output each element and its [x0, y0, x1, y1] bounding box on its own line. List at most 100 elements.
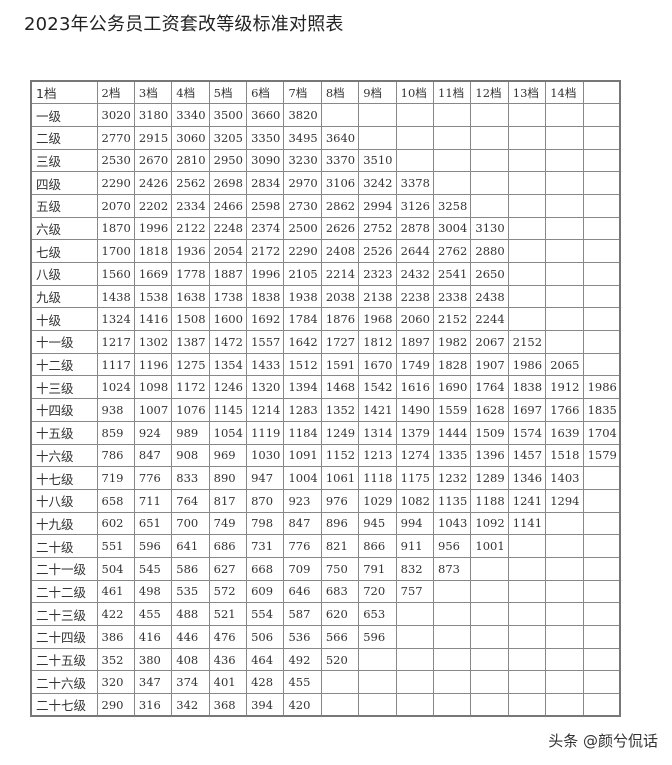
- grade-label: 十三级: [30, 375, 98, 400]
- salary-cell: [320, 693, 360, 717]
- salary-cell: [582, 125, 621, 150]
- salary-cell: [507, 602, 547, 626]
- salary-cell: 1616: [395, 375, 435, 400]
- salary-cell: 566: [320, 625, 360, 649]
- table-row: 一级 3020 3180 3340 3500 3660 3820: [30, 103, 621, 127]
- salary-cell: [545, 693, 584, 717]
- salary-cell: 2950: [208, 148, 248, 173]
- salary-cell: 3370: [320, 148, 360, 173]
- grade-label: 十五级: [30, 420, 98, 445]
- salary-cell: 2432: [395, 262, 435, 286]
- grade-label: 十四级: [30, 398, 98, 422]
- salary-cell: 911: [395, 534, 435, 558]
- salary-cell: 1838: [507, 375, 547, 400]
- salary-cell: [433, 579, 472, 604]
- salary-cell: 798: [246, 511, 285, 536]
- salary-cell: [545, 511, 584, 536]
- salary-cell: [358, 125, 397, 150]
- salary-cell: 320: [96, 670, 135, 695]
- salary-cell: 1082: [395, 488, 435, 513]
- salary-cell: 1670: [358, 352, 397, 377]
- salary-cell: 791: [358, 556, 397, 581]
- salary-cell: [545, 534, 584, 558]
- column-header: 7档: [283, 80, 322, 105]
- salary-cell: 1628: [470, 398, 509, 422]
- salary-cell: 1135: [433, 488, 472, 513]
- salary-cell: 847: [283, 511, 322, 536]
- salary-cell: 408: [171, 647, 210, 672]
- salary-cell: 492: [283, 647, 322, 672]
- salary-cell: [545, 307, 584, 332]
- column-header: 13档: [507, 80, 547, 105]
- salary-cell: 2323: [358, 262, 397, 286]
- salary-cell: [507, 534, 547, 558]
- salary-cell: 554: [246, 602, 285, 626]
- grade-label: 十级: [30, 307, 98, 332]
- table-row: 十四级 938 1007 1076 1145 1214 1283 1352 1421 1490 15…: [30, 398, 621, 422]
- grade-label: 九级: [30, 284, 98, 309]
- salary-cell: 711: [133, 488, 173, 513]
- column-header: 12档: [470, 80, 509, 105]
- salary-cell: 3660: [246, 103, 285, 127]
- salary-cell: [433, 670, 472, 695]
- salary-cell: [470, 193, 509, 218]
- grade-label: 七级: [30, 239, 98, 263]
- salary-cell: 2105: [283, 262, 322, 286]
- salary-cell: 2626: [320, 216, 360, 241]
- salary-cell: [582, 625, 621, 649]
- salary-cell: 641: [171, 534, 210, 558]
- salary-cell: 2466: [208, 193, 248, 218]
- grade-label: 十一级: [30, 330, 98, 354]
- salary-cell: [582, 284, 621, 309]
- salary-cell: 2644: [395, 239, 435, 263]
- salary-cell: 1246: [208, 375, 248, 400]
- grade-label: 六级: [30, 216, 98, 241]
- salary-cell: 2067: [470, 330, 509, 354]
- salary-cell: 2834: [246, 171, 285, 195]
- grade-label: 十七级: [30, 466, 98, 490]
- salary-cell: [582, 239, 621, 263]
- salary-cell: 1188: [470, 488, 509, 513]
- salary-cell: 1591: [320, 352, 360, 377]
- salary-cell: 817: [208, 488, 248, 513]
- salary-cell: 1354: [208, 352, 248, 377]
- salary-cell: [507, 216, 547, 241]
- salary-cell: 1054: [208, 420, 248, 445]
- salary-cell: [395, 103, 435, 127]
- grade-label: 二十四级: [30, 625, 98, 649]
- salary-cell: 506: [246, 625, 285, 649]
- salary-cell: [545, 262, 584, 286]
- salary-cell: [582, 148, 621, 173]
- salary-cell: [358, 693, 397, 717]
- table-row: 八级 1560 1669 1778 1887 1996 2105 2214 2323 2432 25…: [30, 262, 621, 286]
- salary-cell: 1004: [283, 466, 322, 490]
- salary-cell: 832: [395, 556, 435, 581]
- salary-cell: 1061: [320, 466, 360, 490]
- salary-cell: 1416: [133, 307, 173, 332]
- salary-cell: [545, 103, 584, 127]
- salary-cell: [507, 284, 547, 309]
- salary-cell: [433, 693, 472, 717]
- salary-cell: [433, 625, 472, 649]
- salary-cell: 976: [320, 488, 360, 513]
- salary-cell: 3020: [96, 103, 135, 127]
- table-row: 十八级 658 711 764 817 870 923 976 1029 1082 1135 1188…: [30, 488, 621, 513]
- salary-cell: [582, 488, 621, 513]
- salary-cell: 683: [320, 579, 360, 604]
- salary-cell: 3180: [133, 103, 173, 127]
- salary-cell: [582, 352, 621, 377]
- salary-cell: [395, 647, 435, 672]
- salary-cell: 1214: [246, 398, 285, 422]
- salary-cell: [470, 148, 509, 173]
- salary-cell: 2878: [395, 216, 435, 241]
- salary-cell: 1217: [96, 330, 135, 354]
- grade-label: 十九级: [30, 511, 98, 536]
- salary-cell: 989: [171, 420, 210, 445]
- table-row: 十九级 602 651 700 749 798 847 896 945 994 1043 1092 11…: [30, 511, 621, 536]
- salary-cell: [545, 125, 584, 150]
- salary-cell: 3090: [246, 148, 285, 173]
- salary-cell: 1560: [96, 262, 135, 286]
- grade-label: 二十五级: [30, 647, 98, 672]
- salary-cell: 2752: [358, 216, 397, 241]
- salary-cell: 586: [171, 556, 210, 581]
